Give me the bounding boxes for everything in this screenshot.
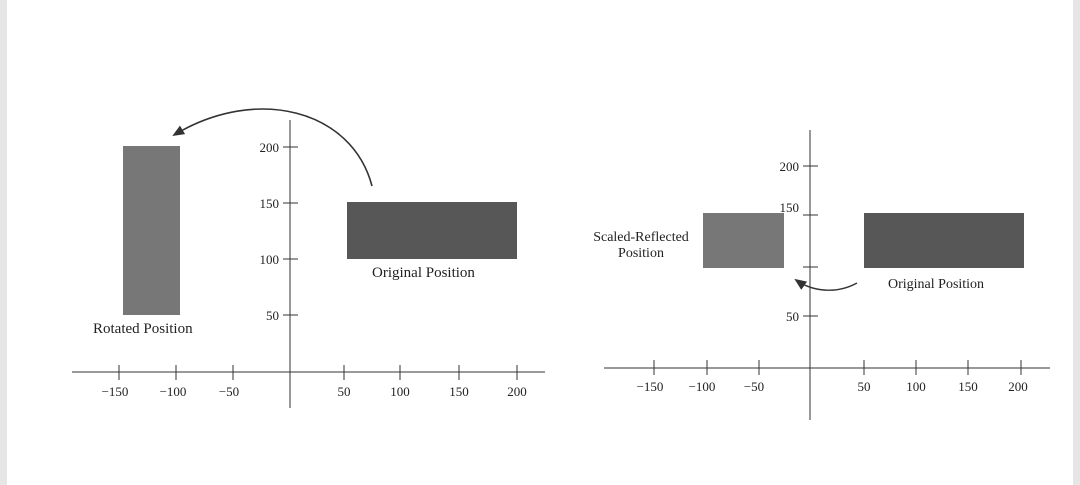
scale-reflect-diagram: −150 −100 −50 50 100 150 200 200 150 50 …	[593, 130, 1050, 420]
left-x-tick-label: 150	[449, 384, 469, 399]
left-y-ticks	[283, 146, 298, 316]
left-x-tick-label: −50	[219, 384, 239, 399]
right-y-tick-label: 200	[780, 159, 800, 174]
right-x-tick-label: −150	[637, 379, 664, 394]
right-x-ticks	[653, 360, 1022, 375]
right-x-tick-label: 150	[958, 379, 978, 394]
right-x-tick-label: 200	[1008, 379, 1028, 394]
rotated-position-label: Rotated Position	[93, 321, 193, 337]
original-position-label: Original Position	[888, 277, 984, 292]
reflection-arrow	[794, 278, 858, 291]
left-y-tick-label: 50	[266, 308, 279, 323]
rotation-diagram: −150 −100 −50 50 100 150 200 200 150 100…	[72, 108, 545, 408]
left-x-tick-label: 100	[390, 384, 410, 399]
left-y-tick-labels: 200 150 100 50	[260, 140, 280, 323]
right-y-tick-labels: 200 150 50	[780, 159, 800, 324]
left-y-tick-label: 200	[260, 140, 280, 155]
right-x-tick-label: 50	[858, 379, 871, 394]
right-x-tick-label: −100	[689, 379, 716, 394]
original-position-rect	[347, 202, 517, 259]
right-y-ticks	[803, 165, 818, 317]
right-x-tick-label: 100	[906, 379, 926, 394]
scaled-reflected-label: Scaled-Reflected	[593, 230, 689, 245]
scaled-reflected-label: Position	[618, 246, 664, 261]
left-x-ticks	[118, 365, 518, 380]
left-x-tick-label: 50	[338, 384, 351, 399]
figure-page: −150 −100 −50 50 100 150 200 200 150 100…	[7, 0, 1073, 485]
rotated-position-rect	[123, 146, 180, 315]
right-y-tick-label: 150	[780, 200, 800, 215]
right-y-tick-label: 50	[786, 309, 799, 324]
original-position-rect	[864, 213, 1024, 268]
left-x-tick-label: −100	[160, 384, 187, 399]
left-x-tick-label: −150	[102, 384, 129, 399]
left-x-tick-label: 200	[507, 384, 527, 399]
rotation-arrow	[172, 108, 373, 187]
right-x-tick-labels: −150 −100 −50 50 100 150 200	[637, 379, 1028, 394]
left-y-tick-label: 150	[260, 196, 280, 211]
right-x-tick-label: −50	[744, 379, 764, 394]
transformation-figure: −150 −100 −50 50 100 150 200 200 150 100…	[72, 108, 1050, 420]
left-y-tick-label: 100	[260, 252, 280, 267]
original-position-label: Original Position	[372, 265, 475, 281]
scaled-reflected-position-rect	[703, 213, 784, 268]
left-x-tick-labels: −150 −100 −50 50 100 150 200	[102, 384, 527, 399]
